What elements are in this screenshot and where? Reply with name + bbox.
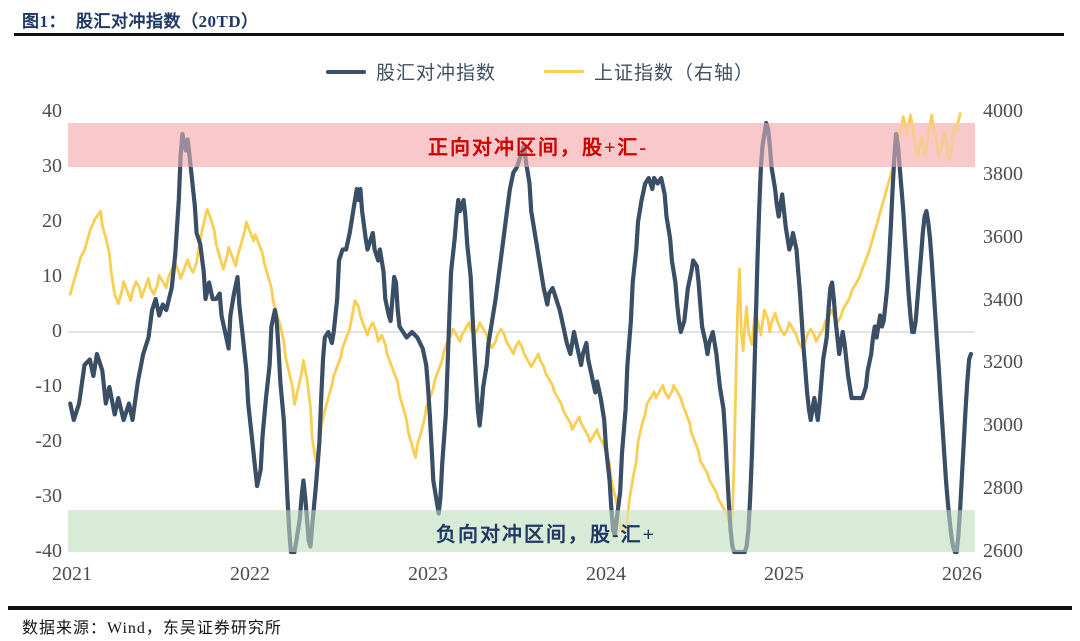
series-line-hedge-index: [68, 120, 974, 555]
left-axis-tick--10: -10: [35, 375, 62, 398]
right-axis-tick-3200: 3200: [983, 351, 1023, 374]
x-axis-tick-2021: 2021: [52, 563, 92, 585]
negative-band-label: 负向对冲区间，股-汇+: [436, 524, 657, 546]
figure-number: 图1：: [22, 12, 66, 31]
x-axis-tick-2025: 2025: [764, 563, 804, 585]
right-axis-tick-3400: 3400: [983, 288, 1023, 311]
figure-header: 图1： 股汇对冲指数（20TD）: [22, 7, 259, 32]
legend-item-sse-index: 上证指数（右轴）: [544, 58, 754, 85]
figure-title: 股汇对冲指数（20TD）: [76, 12, 259, 31]
left-axis-tick--40: -40: [35, 540, 62, 563]
x-axis-tick-2022: 2022: [230, 563, 270, 585]
x-axis-tick-2024: 2024: [586, 563, 626, 585]
right-axis-tick-2600: 2600: [983, 540, 1023, 563]
x-axis-tick-2026: 2026: [942, 563, 982, 585]
chart-legend: 股汇对冲指数 上证指数（右轴）: [0, 58, 1080, 85]
series-line-sse-index: [68, 112, 962, 535]
legend-label-sse-index: 上证指数（右轴）: [594, 63, 755, 84]
positive-band-label: 正向对冲区间，股+汇-: [428, 137, 649, 159]
top-divider: [14, 33, 1064, 36]
sse-index-line-swatch: [544, 70, 584, 73]
right-axis-tick-3600: 3600: [983, 225, 1023, 248]
left-axis-tick-20: 20: [42, 210, 62, 233]
left-axis-tick-10: 10: [42, 265, 62, 288]
legend-item-hedge-index: 股汇对冲指数: [325, 58, 496, 85]
left-axis-tick-40: 40: [42, 100, 62, 123]
legend-label-hedge-index: 股汇对冲指数: [375, 63, 496, 84]
bottom-divider: [8, 606, 1072, 610]
right-axis-tick-3800: 3800: [983, 162, 1023, 185]
hedge-index-line-swatch: [325, 69, 366, 74]
left-axis-tick--20: -20: [35, 430, 62, 453]
x-axis-tick-2023: 2023: [408, 563, 448, 585]
left-axis-tick-0: 0: [52, 320, 62, 343]
right-axis-tick-2800: 2800: [983, 477, 1023, 500]
positive-hedge-band-overlay: [68, 123, 975, 167]
left-axis-tick-30: 30: [42, 155, 62, 178]
left-axis-tick--30: -30: [35, 485, 62, 508]
right-axis-tick-4000: 4000: [983, 100, 1023, 123]
data-source: 数据来源：Wind，东吴证券研究所: [22, 620, 282, 637]
negative-hedge-band-overlay: [68, 510, 975, 552]
right-axis-tick-3000: 3000: [983, 414, 1023, 437]
